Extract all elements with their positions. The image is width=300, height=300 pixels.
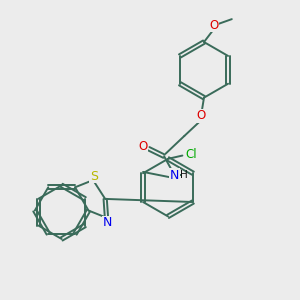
Text: O: O: [209, 19, 218, 32]
Text: N: N: [170, 169, 179, 182]
Text: H: H: [180, 169, 188, 179]
Text: Cl: Cl: [186, 148, 197, 161]
Text: S: S: [90, 170, 98, 183]
Text: O: O: [197, 109, 206, 122]
Text: N: N: [103, 216, 112, 229]
Text: O: O: [139, 140, 148, 153]
